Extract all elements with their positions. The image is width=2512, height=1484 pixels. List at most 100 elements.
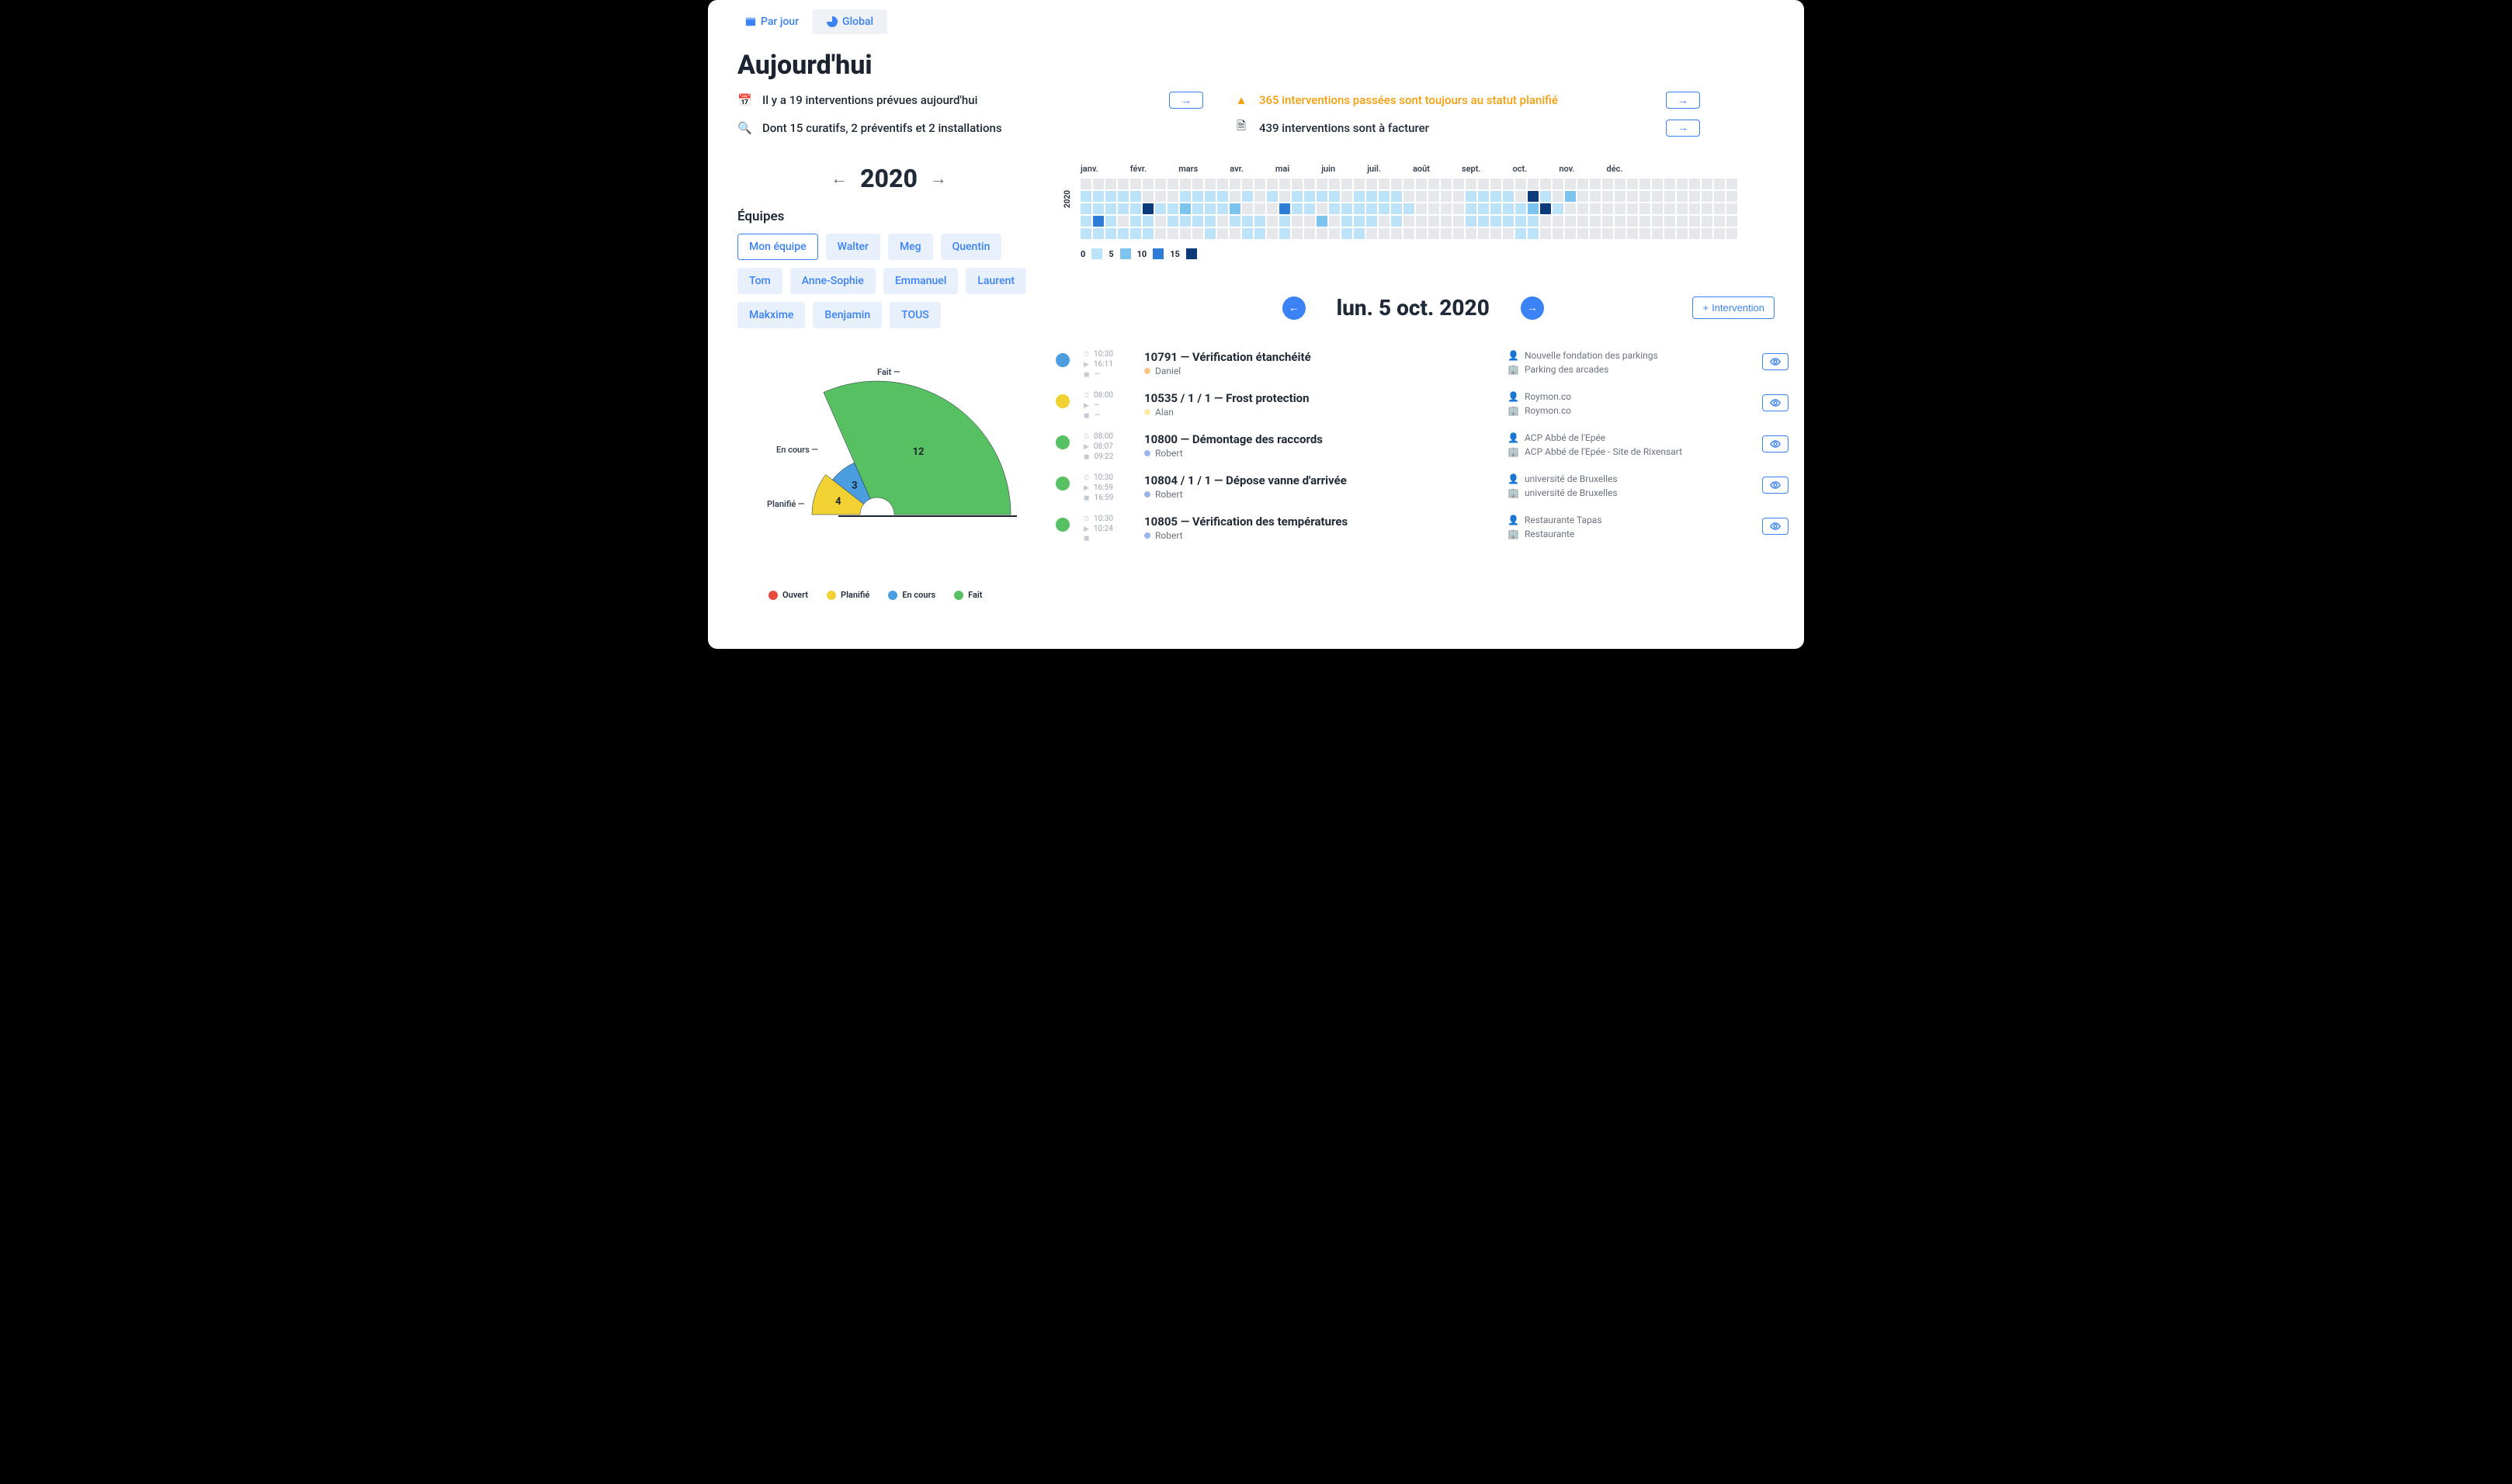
heatmap-cell[interactable]: [1652, 191, 1663, 202]
heatmap-cell[interactable]: [1254, 228, 1265, 239]
heatmap-cell[interactable]: [1205, 228, 1216, 239]
heatmap-cell[interactable]: [1081, 203, 1091, 214]
heatmap-cell[interactable]: [1093, 191, 1104, 202]
heatmap-cell[interactable]: [1702, 191, 1712, 202]
heatmap-cell[interactable]: [1677, 179, 1688, 189]
heatmap-cell[interactable]: [1615, 228, 1626, 239]
heatmap-cell[interactable]: [1466, 216, 1476, 227]
heatmap-cell[interactable]: [1639, 203, 1650, 214]
team-chip[interactable]: Emmanuel: [883, 268, 959, 294]
heatmap-cell[interactable]: [1254, 203, 1265, 214]
heatmap-cell[interactable]: [1677, 203, 1688, 214]
heatmap-cell[interactable]: [1428, 191, 1439, 202]
heatmap-cell[interactable]: [1441, 228, 1452, 239]
heatmap-cell[interactable]: [1565, 203, 1576, 214]
heatmap-cell[interactable]: [1689, 228, 1700, 239]
heatmap-cell[interactable]: [1602, 228, 1613, 239]
heatmap-cell[interactable]: [1366, 203, 1377, 214]
heatmap-cell[interactable]: [1403, 228, 1414, 239]
heatmap-cell[interactable]: [1615, 191, 1626, 202]
heatmap-cell[interactable]: [1279, 203, 1290, 214]
heatmap-cell[interactable]: [1664, 228, 1675, 239]
heatmap-cell[interactable]: [1118, 203, 1129, 214]
heatmap-cell[interactable]: [1490, 203, 1501, 214]
heatmap-cell[interactable]: [1205, 216, 1216, 227]
heatmap-cell[interactable]: [1341, 228, 1352, 239]
heatmap-cell[interactable]: [1515, 216, 1526, 227]
heatmap-cell[interactable]: [1366, 228, 1377, 239]
heatmap-cell[interactable]: [1726, 216, 1737, 227]
heatmap-cell[interactable]: [1627, 216, 1638, 227]
heatmap-cell[interactable]: [1379, 203, 1390, 214]
heatmap-cell[interactable]: [1714, 179, 1725, 189]
heatmap-cell[interactable]: [1217, 228, 1228, 239]
heatmap-cell[interactable]: [1230, 191, 1240, 202]
heatmap-cell[interactable]: [1093, 203, 1104, 214]
heatmap-cell[interactable]: [1403, 216, 1414, 227]
heatmap-cell[interactable]: [1254, 179, 1265, 189]
heatmap-cell[interactable]: [1155, 191, 1166, 202]
heatmap-cell[interactable]: [1540, 179, 1551, 189]
heatmap-cell[interactable]: [1416, 191, 1427, 202]
heatmap-cell[interactable]: [1652, 228, 1663, 239]
heatmap-cell[interactable]: [1714, 203, 1725, 214]
heatmap-cell[interactable]: [1192, 191, 1203, 202]
heatmap-cell[interactable]: [1391, 216, 1402, 227]
heatmap-cell[interactable]: [1242, 203, 1253, 214]
heatmap-cell[interactable]: [1155, 216, 1166, 227]
heatmap-cell[interactable]: [1130, 228, 1141, 239]
heatmap-cell[interactable]: [1329, 191, 1340, 202]
new-intervention-button[interactable]: + Intervention: [1692, 296, 1775, 319]
heatmap-cell[interactable]: [1317, 216, 1327, 227]
heatmap-cell[interactable]: [1590, 191, 1601, 202]
heatmap-cell[interactable]: [1441, 203, 1452, 214]
heatmap-cell[interactable]: [1279, 191, 1290, 202]
heatmap-cell[interactable]: [1490, 228, 1501, 239]
heatmap-cell[interactable]: [1503, 228, 1514, 239]
heatmap-cell[interactable]: [1577, 203, 1588, 214]
heatmap-cell[interactable]: [1453, 216, 1464, 227]
heatmap-cell[interactable]: [1627, 203, 1638, 214]
heatmap-cell[interactable]: [1254, 216, 1265, 227]
heatmap-cell[interactable]: [1379, 191, 1390, 202]
heatmap-cell[interactable]: [1081, 216, 1091, 227]
heatmap-cell[interactable]: [1267, 228, 1278, 239]
heatmap-cell[interactable]: [1304, 216, 1315, 227]
heatmap-cell[interactable]: [1254, 191, 1265, 202]
heatmap-cell[interactable]: [1553, 216, 1563, 227]
heatmap-cell[interactable]: [1553, 203, 1563, 214]
heatmap-cell[interactable]: [1478, 179, 1489, 189]
team-chip[interactable]: Makxime: [737, 302, 805, 328]
heatmap-cell[interactable]: [1590, 179, 1601, 189]
heatmap-cell[interactable]: [1242, 179, 1253, 189]
heatmap-cell[interactable]: [1366, 216, 1377, 227]
heatmap-cell[interactable]: [1453, 228, 1464, 239]
heatmap-cell[interactable]: [1341, 179, 1352, 189]
heatmap-cell[interactable]: [1292, 203, 1303, 214]
view-intervention-button[interactable]: [1762, 435, 1789, 452]
heatmap-cell[interactable]: [1515, 179, 1526, 189]
heatmap-cell[interactable]: [1503, 203, 1514, 214]
heatmap-cell[interactable]: [1478, 203, 1489, 214]
heatmap-cell[interactable]: [1379, 179, 1390, 189]
heatmap-cell[interactable]: [1143, 191, 1154, 202]
heatmap-cell[interactable]: [1292, 179, 1303, 189]
heatmap-cell[interactable]: [1602, 203, 1613, 214]
heatmap-cell[interactable]: [1143, 216, 1154, 227]
heatmap-cell[interactable]: [1304, 179, 1315, 189]
heatmap-cell[interactable]: [1391, 203, 1402, 214]
heatmap-cell[interactable]: [1105, 191, 1116, 202]
heatmap-cell[interactable]: [1391, 191, 1402, 202]
heatmap-cell[interactable]: [1168, 216, 1178, 227]
heatmap-cell[interactable]: [1354, 228, 1365, 239]
heatmap-cell[interactable]: [1478, 216, 1489, 227]
heatmap-cell[interactable]: [1081, 179, 1091, 189]
heatmap-cell[interactable]: [1590, 228, 1601, 239]
heatmap-cell[interactable]: [1230, 203, 1240, 214]
heatmap-cell[interactable]: [1627, 228, 1638, 239]
team-chip[interactable]: TOUS: [890, 302, 941, 328]
heatmap-cell[interactable]: [1192, 203, 1203, 214]
team-chip[interactable]: Quentin: [941, 234, 1002, 260]
heatmap-cell[interactable]: [1130, 191, 1141, 202]
heatmap-cell[interactable]: [1540, 216, 1551, 227]
